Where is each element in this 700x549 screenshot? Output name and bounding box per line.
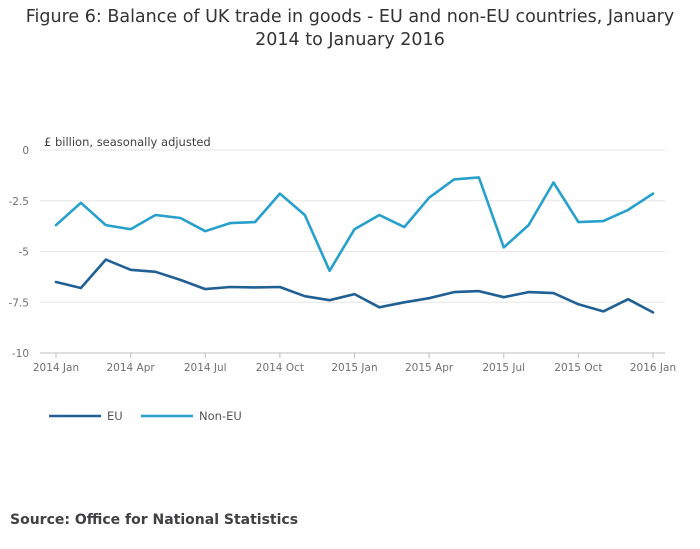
source-note: Source: Office for National Statistics — [10, 512, 299, 528]
y-tick-label: -2.5 — [9, 196, 30, 208]
y-tick-label: -10 — [12, 348, 29, 360]
x-tick-label: 2015 Jan — [331, 362, 377, 374]
series-line-eu — [54, 258, 655, 314]
x-tick-label: 2016 Jan — [630, 362, 676, 374]
y-tick-label: 0 — [22, 145, 29, 157]
x-tick-label: 2015 Jul — [482, 362, 525, 374]
legend-item-non-eu[interactable]: Non-EU — [141, 409, 242, 423]
legend-label: EU — [107, 409, 123, 423]
legend-label: Non-EU — [199, 409, 242, 423]
x-tick-label: 2014 Jan — [33, 362, 79, 374]
axes: 0 -2.5 -5 -7.5 -10 £ billion, seasonally adju… — [9, 135, 677, 374]
x-tick-label: 2014 Oct — [256, 362, 304, 374]
series — [54, 176, 655, 314]
y-tick-label: -7.5 — [9, 297, 30, 309]
x-tick-label: 2014 Jul — [184, 362, 227, 374]
x-tick-label: 2015 Apr — [405, 362, 454, 374]
legend-item-eu[interactable]: EU — [49, 409, 123, 423]
x-tick-label: 2014 Apr — [107, 362, 156, 374]
chart-title: Figure 6: Balance of UK trade in goods -… — [25, 7, 675, 50]
gridlines — [40, 149, 665, 354]
series-line-non-eu — [54, 176, 655, 273]
legend: EU Non-EU — [49, 409, 242, 423]
y-tick-label: -5 — [19, 247, 29, 259]
x-tick-label: 2015 Oct — [554, 362, 602, 374]
y-axis-unit-label: £ billion, seasonally adjusted — [44, 135, 211, 149]
